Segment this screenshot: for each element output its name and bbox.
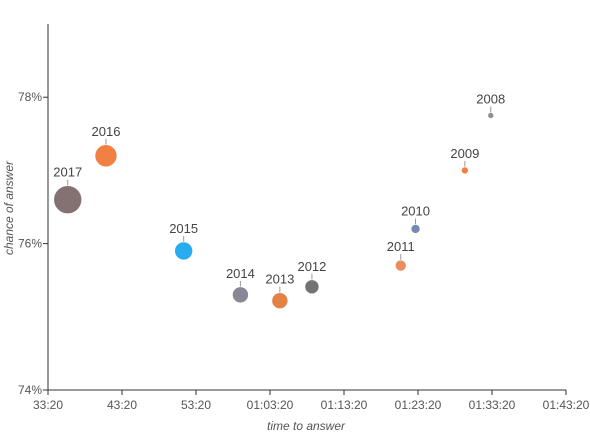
point-2016: 2016 xyxy=(92,124,121,168)
data-point-marker xyxy=(232,286,249,304)
data-point-label: 2010 xyxy=(401,203,430,218)
x-tick-label: 01:23:20 xyxy=(395,398,442,412)
x-tick-label: 43:20 xyxy=(107,398,137,412)
point-2017: 2017 xyxy=(53,165,82,214)
x-ticks: 33:20 43:20 53:20 01:03:20 01:13:20 01:23:20 0… xyxy=(33,390,590,412)
data-point-label: 2011 xyxy=(387,239,415,254)
axes xyxy=(47,24,566,391)
data-point-marker xyxy=(174,241,193,261)
data-point-marker xyxy=(410,224,421,234)
x-tick-label: 33:20 xyxy=(33,398,63,412)
data-point-label: 2008 xyxy=(476,92,505,107)
data-point-marker xyxy=(304,279,320,295)
x-tick-label: 01:33:20 xyxy=(469,398,516,412)
data-point-label: 2009 xyxy=(450,146,479,161)
data-point-marker xyxy=(461,166,469,175)
point-2014: 2014 xyxy=(226,266,255,304)
point-2010: 2010 xyxy=(401,203,430,234)
x-tick-label: 53:20 xyxy=(181,398,211,412)
point-2008: 2008 xyxy=(476,92,505,119)
point-2013: 2013 xyxy=(265,272,294,309)
y-tick-label: 74% xyxy=(18,383,42,397)
data-point-label: 2017 xyxy=(53,165,82,180)
data-point-marker xyxy=(271,292,289,309)
x-tick-label: 01:13:20 xyxy=(321,398,368,412)
data-point-marker xyxy=(394,259,407,272)
y-tick-label: 78% xyxy=(18,90,42,104)
data-point-label: 2013 xyxy=(265,272,294,287)
data-point-label: 2014 xyxy=(226,266,255,281)
x-axis-title: time to answer xyxy=(267,419,346,433)
data-point-label: 2016 xyxy=(92,124,121,139)
data-point-label: 2015 xyxy=(169,221,198,236)
y-ticks: 74% 76% 78% xyxy=(18,90,48,397)
point-2015: 2015 xyxy=(169,221,198,261)
data-point-marker xyxy=(53,185,83,214)
data-point-marker xyxy=(487,112,495,119)
y-tick-label: 76% xyxy=(18,237,42,251)
point-2012: 2012 xyxy=(297,259,326,295)
x-tick-label: 01:43:20 xyxy=(543,398,590,412)
point-2009: 2009 xyxy=(450,146,479,175)
x-tick-label: 01:03:20 xyxy=(247,398,294,412)
data-point-label: 2012 xyxy=(297,259,326,274)
y-axis-title: chance of answer xyxy=(2,160,16,255)
data-point-marker xyxy=(94,144,118,168)
point-2011: 2011 xyxy=(387,239,415,272)
